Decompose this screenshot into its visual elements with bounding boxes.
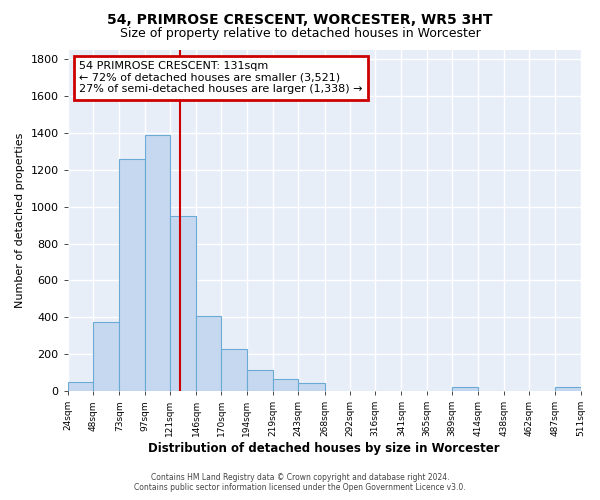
Bar xyxy=(221,348,247,391)
Text: 54 PRIMROSE CRESCENT: 131sqm
← 72% of detached houses are smaller (3,521)
27% of: 54 PRIMROSE CRESCENT: 131sqm ← 72% of de… xyxy=(79,61,363,94)
Text: Contains HM Land Registry data © Crown copyright and database right 2024.
Contai: Contains HM Land Registry data © Crown c… xyxy=(134,473,466,492)
Text: Size of property relative to detached houses in Worcester: Size of property relative to detached ho… xyxy=(119,28,481,40)
Bar xyxy=(68,382,93,391)
Text: 54, PRIMROSE CRESCENT, WORCESTER, WR5 3HT: 54, PRIMROSE CRESCENT, WORCESTER, WR5 3H… xyxy=(107,12,493,26)
X-axis label: Distribution of detached houses by size in Worcester: Distribution of detached houses by size … xyxy=(148,442,500,455)
Bar xyxy=(452,388,478,391)
Bar xyxy=(170,216,196,391)
Y-axis label: Number of detached properties: Number of detached properties xyxy=(15,133,25,308)
Bar xyxy=(555,388,581,391)
Bar xyxy=(119,159,145,391)
Bar xyxy=(247,370,273,391)
Bar xyxy=(93,322,119,391)
Bar xyxy=(273,379,298,391)
Bar xyxy=(298,382,325,391)
Bar xyxy=(196,316,221,391)
Bar xyxy=(145,135,170,391)
